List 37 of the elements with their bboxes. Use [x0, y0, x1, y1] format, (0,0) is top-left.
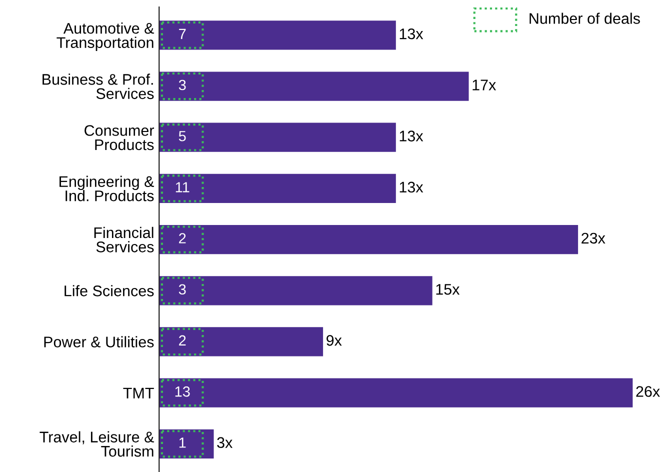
- data-label: 13x: [400, 130, 424, 142]
- y-tick-label: Travel, Leisure & Tourism: [40, 431, 154, 457]
- annotation: 3: [178, 80, 186, 90]
- annotation: 3: [178, 284, 186, 295]
- bar: [159, 378, 633, 408]
- bar: [159, 122, 396, 152]
- data-label: 15x: [436, 284, 460, 295]
- data-label: 13x: [400, 182, 424, 193]
- y-tick-label: Consumer Products: [84, 125, 154, 150]
- y-tick-label: TMT: [123, 388, 154, 398]
- data-label: 17x: [472, 80, 496, 90]
- bar: [159, 224, 578, 254]
- bar: [159, 72, 469, 101]
- data-label: 3x: [217, 437, 233, 448]
- annotation: 13: [175, 386, 190, 397]
- y-tick-label: Financial Services: [94, 226, 154, 252]
- y-tick-label: Business & Prof. Services: [42, 74, 154, 100]
- annotation: 7: [179, 28, 186, 39]
- y-tick-label: Automotive & Transportation: [56, 22, 154, 52]
- y-tick-label: Engineering & Ind. Products: [60, 176, 154, 202]
- data-label: 26x: [636, 386, 660, 397]
- bar: [159, 429, 214, 458]
- annotation: Number of deals: [530, 12, 640, 24]
- annotation: 11: [176, 182, 190, 192]
- bar: [159, 276, 432, 306]
- data-label: 13x: [400, 28, 424, 40]
- bar: [159, 20, 396, 50]
- y-tick-label: Power & Utilities: [44, 336, 154, 348]
- data-label: 9x: [326, 335, 342, 346]
- y-tick-label: Life Sciences: [64, 285, 154, 296]
- annotation: 1: [179, 438, 186, 448]
- bar: [159, 174, 396, 204]
- annotation: 5: [178, 131, 186, 142]
- annotation: 2: [179, 335, 186, 346]
- annotation: 2: [179, 233, 186, 244]
- bar: [159, 327, 324, 356]
- data-label: 23x: [582, 232, 606, 244]
